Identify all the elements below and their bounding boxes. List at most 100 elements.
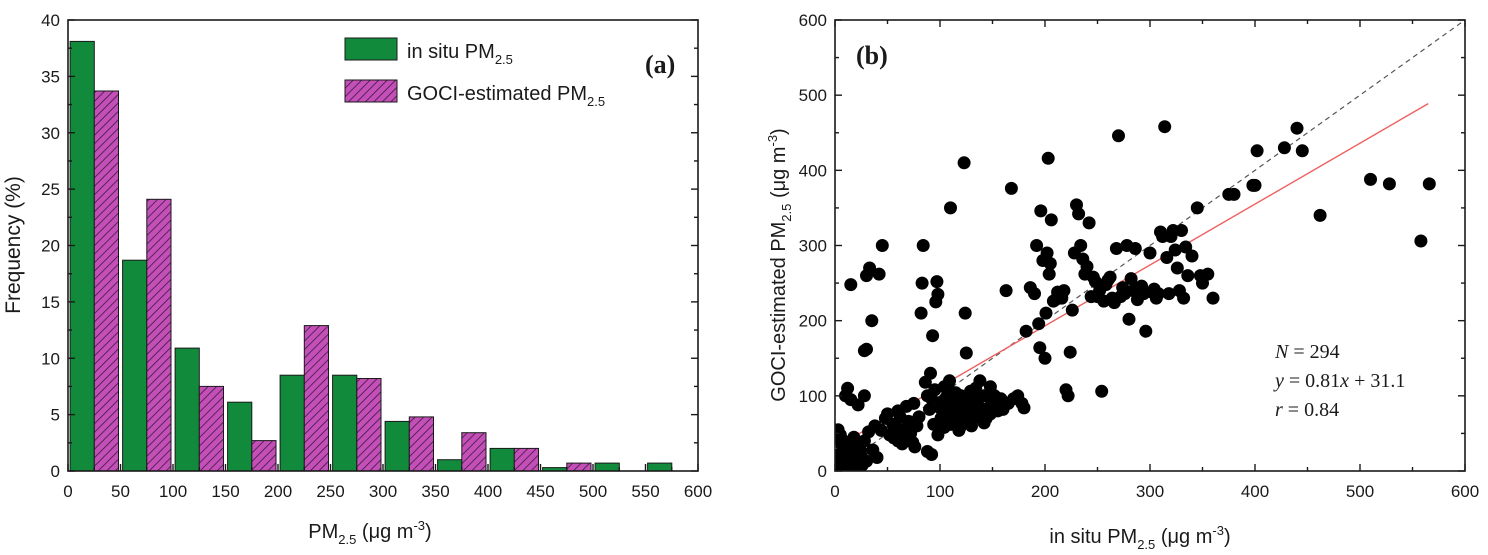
scatter-point: [923, 402, 936, 416]
scatter-point: [930, 275, 944, 289]
scatter-point: [983, 407, 997, 421]
y-tick-label: 100: [799, 387, 827, 406]
stat-equation: y = 0.81x + 31.1: [1273, 370, 1405, 392]
legend-label-goci: GOCI-estimated PM2.5: [407, 83, 605, 109]
scatter-point: [926, 329, 940, 343]
scatter-point: [1248, 178, 1262, 192]
y-tick-label: 300: [799, 237, 827, 256]
scatter-point: [944, 201, 957, 215]
scatter-point: [1277, 141, 1291, 155]
scatter-point: [1082, 216, 1096, 230]
bar-situ-175: [227, 401, 253, 472]
scatter-point: [881, 407, 894, 421]
bar-situ-425: [489, 447, 515, 472]
x-tick-label: 100: [926, 482, 954, 501]
scatter-point: [915, 276, 929, 290]
x-tick-label: 400: [474, 482, 502, 501]
x-tick-label: 0: [63, 482, 72, 501]
scatter-point: [844, 278, 858, 292]
scatter-point: [1227, 187, 1241, 201]
x-tick-label: 500: [579, 482, 607, 501]
scatter-point: [1033, 341, 1047, 355]
y-tick-label: 500: [799, 86, 827, 105]
scatter-point: [1201, 267, 1215, 281]
y-ticks: 0 100 200 300 400 500 600: [799, 11, 1465, 481]
scatter-panel: 0 100 200 300 400 500 600 0100200300400500600 …: [765, 11, 1479, 552]
scatter-point: [895, 437, 909, 451]
scatter-point: [958, 306, 972, 320]
scatter-point: [959, 346, 973, 360]
scatter-point: [857, 344, 871, 358]
y-tick-label: 15: [41, 293, 60, 312]
bar-goci-225: [303, 325, 329, 472]
bar-situ-75: [122, 259, 148, 472]
x-tick-label: 150: [211, 482, 239, 501]
scatter-point: [1095, 384, 1109, 398]
scatter-point: [1072, 207, 1086, 221]
scatter-point: [841, 381, 855, 395]
scatter-point: [1080, 260, 1094, 273]
scatter-point: [872, 267, 886, 281]
scatter-points: [835, 120, 1436, 471]
y-tick-label: 40: [41, 11, 60, 30]
y-tick-label: 30: [41, 124, 60, 143]
bar-situ-325: [384, 420, 410, 472]
y-tick-label: 35: [41, 67, 60, 86]
y-tick-label: 10: [41, 349, 60, 368]
scatter-point: [916, 239, 930, 252]
scatter-point: [925, 448, 939, 461]
scatter-point: [1414, 234, 1428, 248]
bar-goci-125: [198, 385, 225, 472]
y-axis-label: Frequency (%): [2, 176, 25, 314]
x-tick-label: 300: [1136, 482, 1164, 501]
scatter-point: [1290, 121, 1304, 135]
scatter-point: [943, 374, 956, 388]
scatter-point: [914, 306, 928, 320]
bar-goci-275: [356, 378, 382, 472]
y-tick-label: 5: [51, 406, 60, 425]
histogram-bars: [69, 40, 673, 472]
scatter-point: [1019, 324, 1033, 338]
scatter-point: [1038, 351, 1052, 365]
bar-situ-575: [647, 462, 673, 472]
scatter-point: [1158, 120, 1172, 134]
scatter-point: [854, 449, 868, 463]
scatter-point: [1250, 144, 1264, 158]
y-tick-label: 25: [41, 180, 60, 199]
scatter-point: [1109, 242, 1123, 255]
bar-situ-125: [174, 347, 200, 472]
bar-goci-175: [251, 440, 277, 472]
scatter-point: [1422, 177, 1436, 191]
y-ticks: 0 5 10 15 20 25 30 35 40: [41, 11, 698, 481]
bar-goci-75: [146, 198, 172, 472]
scatter-point: [977, 416, 991, 430]
bar-goci-325: [408, 416, 434, 472]
scatter-point: [1004, 181, 1018, 195]
scatter-point: [1032, 317, 1046, 331]
bar-situ-25: [69, 40, 95, 472]
scatter-point: [1103, 270, 1117, 284]
bar-goci-425: [513, 447, 539, 472]
scatter-point: [1185, 249, 1199, 263]
scatter-point: [1313, 208, 1327, 222]
bar-situ-375: [437, 459, 463, 472]
scatter-point: [912, 410, 926, 424]
y-tick-label: 0: [51, 462, 60, 481]
x-tick-label: 500: [1346, 482, 1374, 501]
scatter-point: [1040, 246, 1054, 260]
stats-annotation: N = 294 y = 0.81x + 31.1 r = 0.84: [1273, 341, 1405, 421]
scatter-point: [1206, 291, 1220, 305]
legend: in situ PM2.5 GOCI-estimated PM2.5: [344, 37, 605, 109]
scatter-point: [1112, 129, 1125, 143]
x-tick-label: 0: [830, 482, 839, 501]
scatter-point: [835, 423, 845, 437]
scatter-point: [1168, 243, 1182, 257]
x-axis-label: PM2.5 (μg m-3): [308, 518, 431, 547]
scatter-point: [999, 284, 1013, 298]
stat-n: N = 294: [1274, 341, 1340, 363]
x-tick-label: 50: [111, 482, 130, 501]
scatter-point: [1065, 303, 1079, 317]
scatter-point: [1139, 324, 1153, 338]
bar-situ-225: [279, 374, 305, 472]
scatter-point: [907, 396, 921, 410]
